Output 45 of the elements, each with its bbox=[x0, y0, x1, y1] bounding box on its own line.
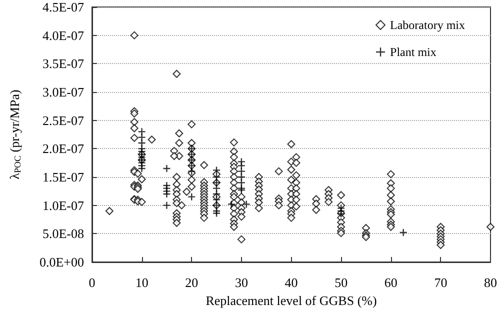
x-tick-label: 20 bbox=[185, 275, 198, 290]
point bbox=[138, 138, 146, 148]
point bbox=[212, 196, 221, 204]
point bbox=[237, 167, 246, 176]
x-tick-label: 70 bbox=[434, 275, 448, 290]
point bbox=[237, 172, 246, 182]
legend-label: Plant mix bbox=[390, 45, 436, 59]
y-tick-label: 3.0E-07 bbox=[42, 84, 84, 100]
point bbox=[237, 184, 246, 192]
point bbox=[237, 186, 246, 194]
x-tick-label: 50 bbox=[334, 275, 348, 290]
y-tick-label: 4.5E-07 bbox=[42, 0, 84, 14]
point bbox=[188, 192, 196, 201]
y-tick-label: 0.0E+00 bbox=[39, 254, 84, 270]
point bbox=[138, 128, 146, 136]
y-axis-title: λPOC (pr-yr/MPa) bbox=[7, 90, 22, 180]
point bbox=[162, 164, 171, 173]
point bbox=[138, 133, 146, 142]
point bbox=[212, 209, 221, 218]
point bbox=[162, 190, 171, 198]
y-tick-label: 5.0E-08 bbox=[42, 226, 84, 242]
y-tick-label: 2.5E-07 bbox=[42, 112, 84, 128]
point bbox=[399, 228, 408, 237]
y-tick-label: 3.5E-07 bbox=[42, 56, 84, 72]
y-tick-label: 2.0E-07 bbox=[42, 141, 84, 156]
y-tick-label: 1.5E-07 bbox=[42, 170, 84, 184]
x-tick-label: 80 bbox=[484, 275, 497, 290]
y-tick-label: 4.0E-07 bbox=[42, 28, 84, 43]
x-tick-label: 10 bbox=[135, 275, 148, 290]
point bbox=[212, 172, 221, 182]
x-tick-label: 60 bbox=[384, 275, 398, 290]
x-tick-label: 0 bbox=[88, 275, 96, 290]
x-axis-title: Replacement level of GGBS (%) bbox=[206, 293, 377, 308]
point bbox=[237, 178, 246, 187]
legend-label: Laboratory mix bbox=[390, 18, 466, 32]
x-tick-label: 30 bbox=[234, 275, 248, 290]
point bbox=[212, 184, 221, 192]
point bbox=[227, 200, 236, 208]
point bbox=[212, 166, 221, 174]
point bbox=[212, 190, 221, 198]
point bbox=[237, 162, 246, 170]
x-tick-label: 40 bbox=[284, 275, 298, 290]
y-tick-label: 1.0E-07 bbox=[42, 198, 84, 213]
point bbox=[162, 201, 171, 210]
point bbox=[138, 164, 146, 173]
